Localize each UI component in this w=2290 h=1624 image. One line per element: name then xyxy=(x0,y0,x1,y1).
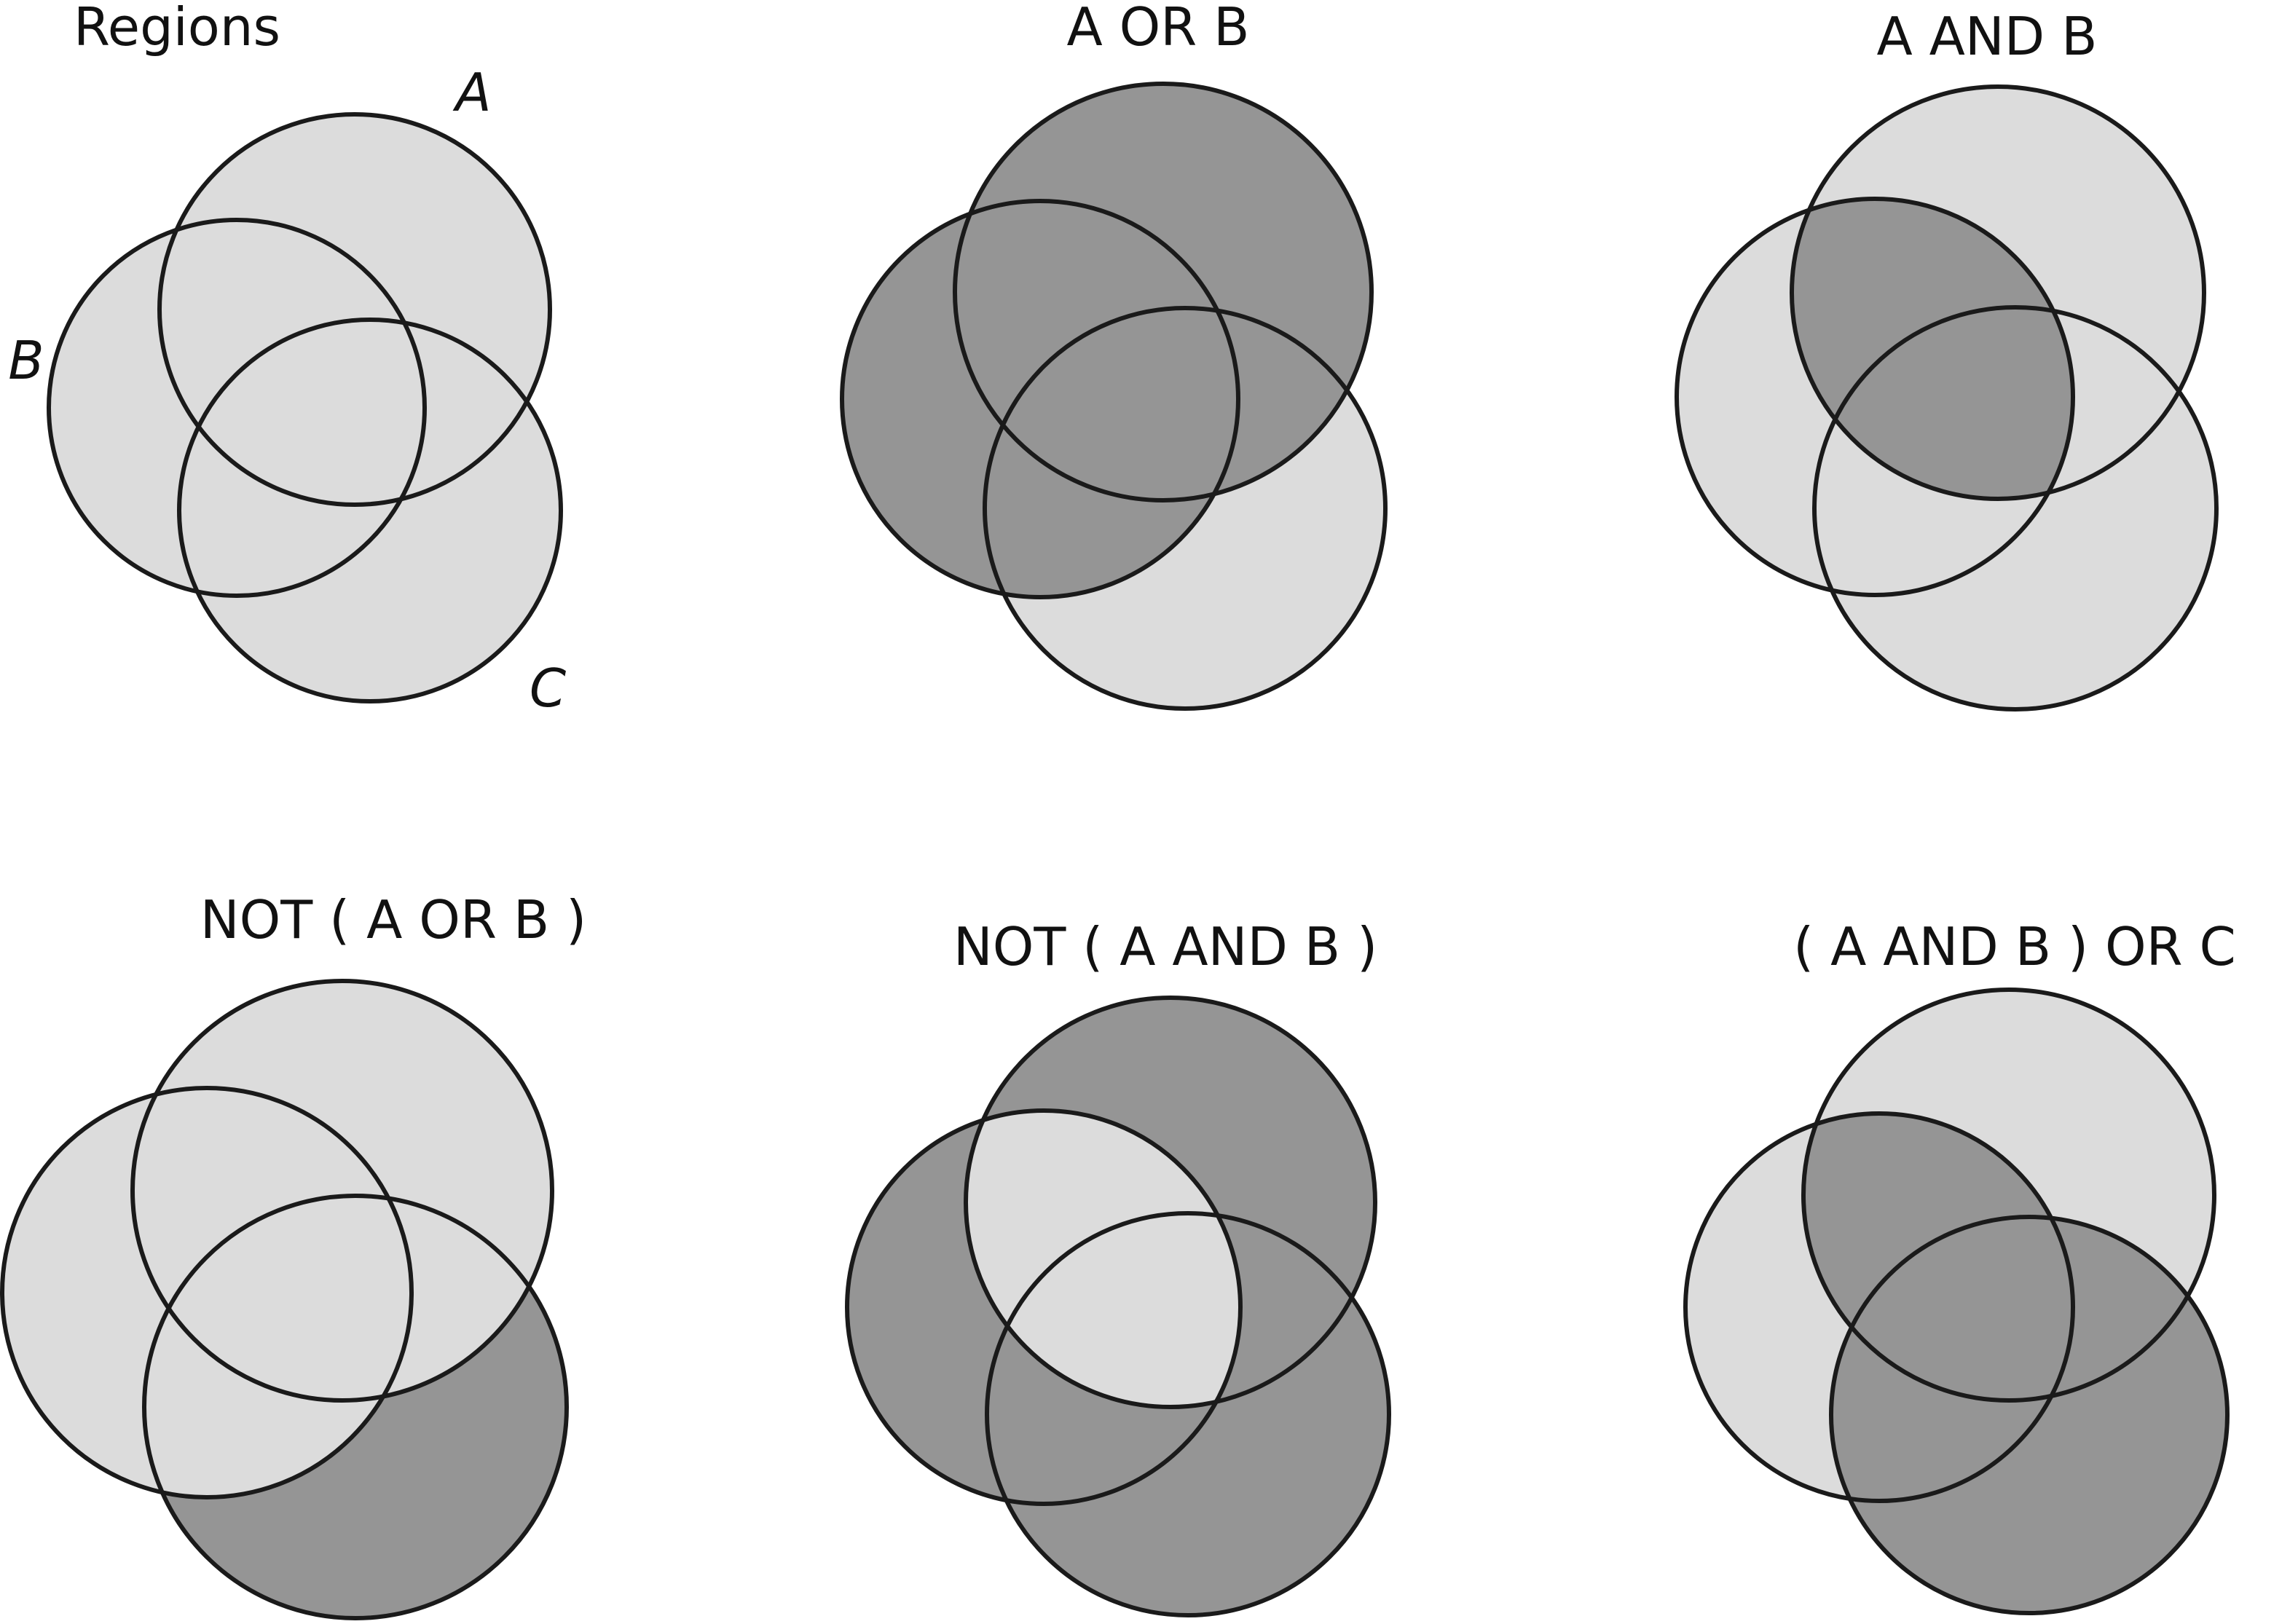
circle-c-outline xyxy=(983,306,1388,711)
region-abc-fill xyxy=(1831,1217,2073,1400)
circle-a-outline xyxy=(953,82,1374,502)
region-abc xyxy=(1814,307,2073,499)
circle-a-outline xyxy=(157,112,552,507)
circle-b-outline xyxy=(840,199,1240,599)
circle-c-outline xyxy=(142,1194,569,1620)
panel-a-or-b-outlines xyxy=(840,82,1388,711)
circle-c-outline xyxy=(985,1211,1391,1617)
panel-a-and-b-or-c-region-fills xyxy=(1685,990,2227,1613)
region-abc xyxy=(1831,1217,2073,1400)
panel-title: NOT ( A AND B ) xyxy=(953,916,1377,977)
panel-regions-outlines xyxy=(47,112,563,703)
circle-c-outline xyxy=(1829,1215,2230,1615)
region-abc xyxy=(985,308,1238,500)
panel-not-a-and-b-outlines xyxy=(845,996,1391,1617)
region-abc-fill xyxy=(179,320,425,505)
circle-c-outline xyxy=(1812,305,2219,712)
circle-a-outline xyxy=(1801,988,2216,1403)
panel-regions: Regions A B C xyxy=(8,0,567,719)
circle-b-outline xyxy=(47,218,427,598)
panel-a-and-b-outlines xyxy=(1675,84,2219,712)
panel-a-and-b-or-c: ( A AND B ) OR C xyxy=(1683,916,2236,1615)
panel-not-a-or-b-outlines xyxy=(0,979,569,1620)
region-abc xyxy=(179,320,425,505)
set-label-b: B xyxy=(8,330,44,391)
region-abc-fill xyxy=(985,308,1238,500)
panel-title: Regions xyxy=(74,0,280,58)
region-abc xyxy=(144,1196,412,1400)
circle-c-outline xyxy=(177,318,563,703)
panel-a-and-b-or-c-outlines xyxy=(1683,988,2230,1615)
panel-a-or-b: A OR B xyxy=(840,0,1388,711)
circle-a-outline xyxy=(130,979,554,1403)
panel-title: A OR B xyxy=(1066,0,1249,58)
circle-a-outline xyxy=(1790,84,2206,501)
circle-b-outline xyxy=(1683,1111,2075,1503)
panel-not-a-or-b-region-fills xyxy=(2,981,567,1618)
circle-b-outline xyxy=(0,1086,414,1499)
region-abc xyxy=(987,1213,1240,1407)
region-abc-fill xyxy=(144,1196,412,1400)
set-label-a: A xyxy=(452,62,491,123)
panel-a-and-b: A AND B xyxy=(1675,6,2219,712)
circle-a-outline xyxy=(964,996,1377,1409)
panel-title: A AND B xyxy=(1877,6,2098,67)
panel-title: NOT ( A OR B ) xyxy=(200,889,586,950)
panel-not-a-or-b: NOT ( A OR B ) xyxy=(0,889,586,1620)
panel-title: ( A AND B ) OR C xyxy=(1793,916,2236,977)
circle-b-outline xyxy=(845,1108,1243,1506)
region-abc-fill xyxy=(987,1213,1240,1407)
set-label-c: C xyxy=(530,658,567,719)
region-abc-fill xyxy=(1814,307,2073,499)
panel-not-a-and-b: NOT ( A AND B ) xyxy=(845,916,1391,1617)
circle-b-outline xyxy=(1675,197,2075,597)
